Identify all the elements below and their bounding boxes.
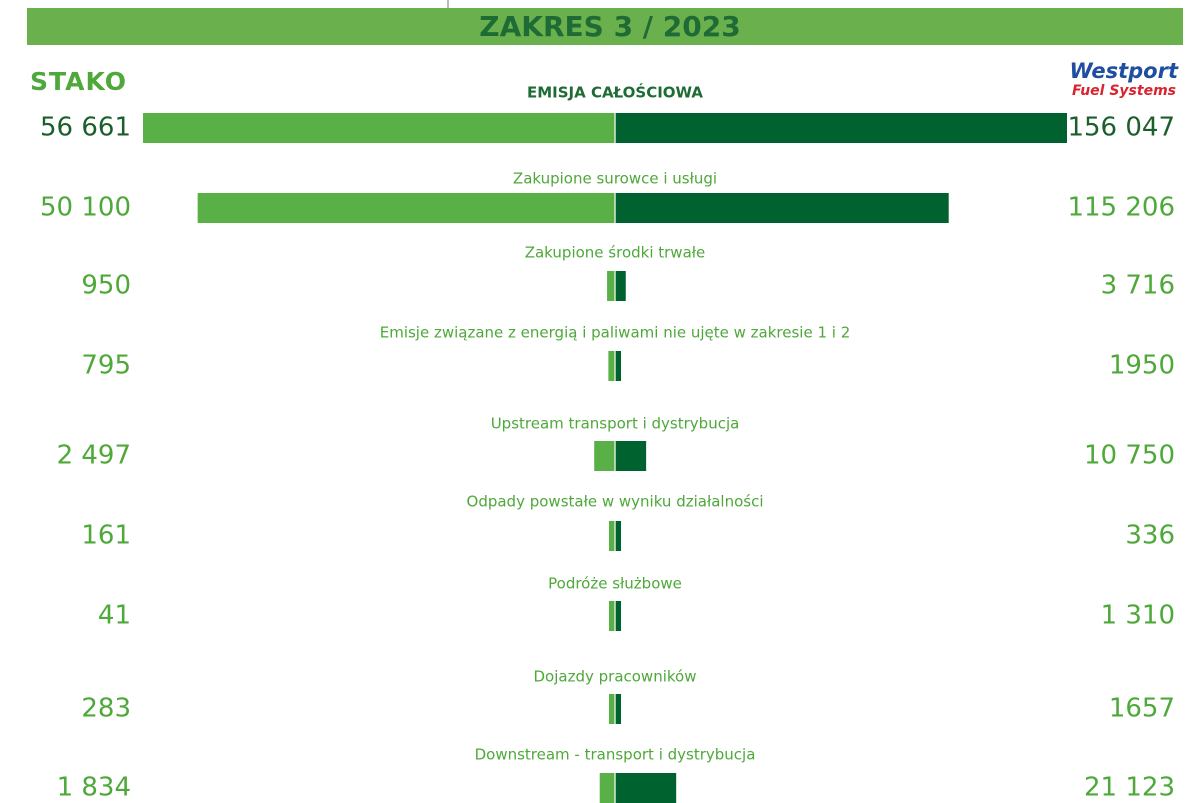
category-label: Zakupione surowce i usługi bbox=[513, 170, 717, 188]
bar-left bbox=[608, 351, 615, 381]
bar-left bbox=[594, 441, 615, 471]
bar-left bbox=[599, 773, 615, 803]
bar-left bbox=[609, 521, 615, 551]
value-label-left: 2 497 bbox=[57, 441, 131, 471]
value-label-left: 56 661 bbox=[40, 113, 131, 143]
value-label-right: 1950 bbox=[1109, 351, 1175, 381]
bar-right bbox=[615, 271, 626, 301]
bar-right bbox=[615, 441, 647, 471]
right-logo-tagline: Fuel Systems bbox=[1072, 83, 1176, 99]
category-label: Upstream transport i dystrybucja bbox=[491, 415, 740, 433]
bar-left bbox=[143, 113, 615, 143]
value-label-right: 3 716 bbox=[1101, 271, 1175, 301]
value-label-left: 283 bbox=[81, 694, 131, 724]
header-band bbox=[27, 8, 1183, 45]
category-label: Zakupione środki trwałe bbox=[525, 244, 706, 262]
value-label-right: 10 750 bbox=[1084, 441, 1175, 471]
bar-right bbox=[615, 694, 621, 724]
value-label-left: 161 bbox=[81, 521, 131, 551]
category-label: Downstream - transport i dystrybucja bbox=[475, 746, 756, 764]
value-label-left: 1 834 bbox=[57, 773, 131, 803]
bar-right bbox=[615, 521, 621, 551]
value-label-right: 336 bbox=[1125, 521, 1175, 551]
bar-left bbox=[609, 694, 615, 724]
bar-right bbox=[615, 351, 621, 381]
value-label-left: 50 100 bbox=[40, 193, 131, 223]
value-label-left: 41 bbox=[98, 601, 131, 631]
bar-right bbox=[615, 601, 621, 631]
bar-right bbox=[615, 193, 949, 223]
value-label-right: 115 206 bbox=[1067, 193, 1175, 223]
category-label: EMISJA CAŁOŚCIOWA bbox=[527, 83, 703, 102]
bar-left bbox=[609, 601, 615, 631]
chart-title: ZAKRES 3 / 2023 bbox=[479, 10, 740, 43]
bar-right bbox=[615, 773, 677, 803]
category-label: Dojazdy pracowników bbox=[534, 668, 697, 686]
bar-left bbox=[197, 193, 616, 223]
bar-right bbox=[615, 113, 1067, 143]
right-logo: Westport bbox=[1070, 59, 1179, 83]
left-logo: STAKO bbox=[30, 67, 127, 96]
category-label: Podróże służbowe bbox=[548, 575, 682, 593]
value-label-right: 21 123 bbox=[1084, 773, 1175, 803]
value-label-right: 1657 bbox=[1109, 694, 1175, 724]
bar-left bbox=[607, 271, 615, 301]
category-label: Emisje związane z energią i paliwami nie… bbox=[380, 324, 851, 342]
value-label-right: 156 047 bbox=[1067, 113, 1175, 143]
value-label-right: 1 310 bbox=[1101, 601, 1175, 631]
category-label: Odpady powstałe w wyniku działalności bbox=[467, 493, 764, 511]
value-label-left: 795 bbox=[81, 351, 131, 381]
value-label-left: 950 bbox=[81, 271, 131, 301]
